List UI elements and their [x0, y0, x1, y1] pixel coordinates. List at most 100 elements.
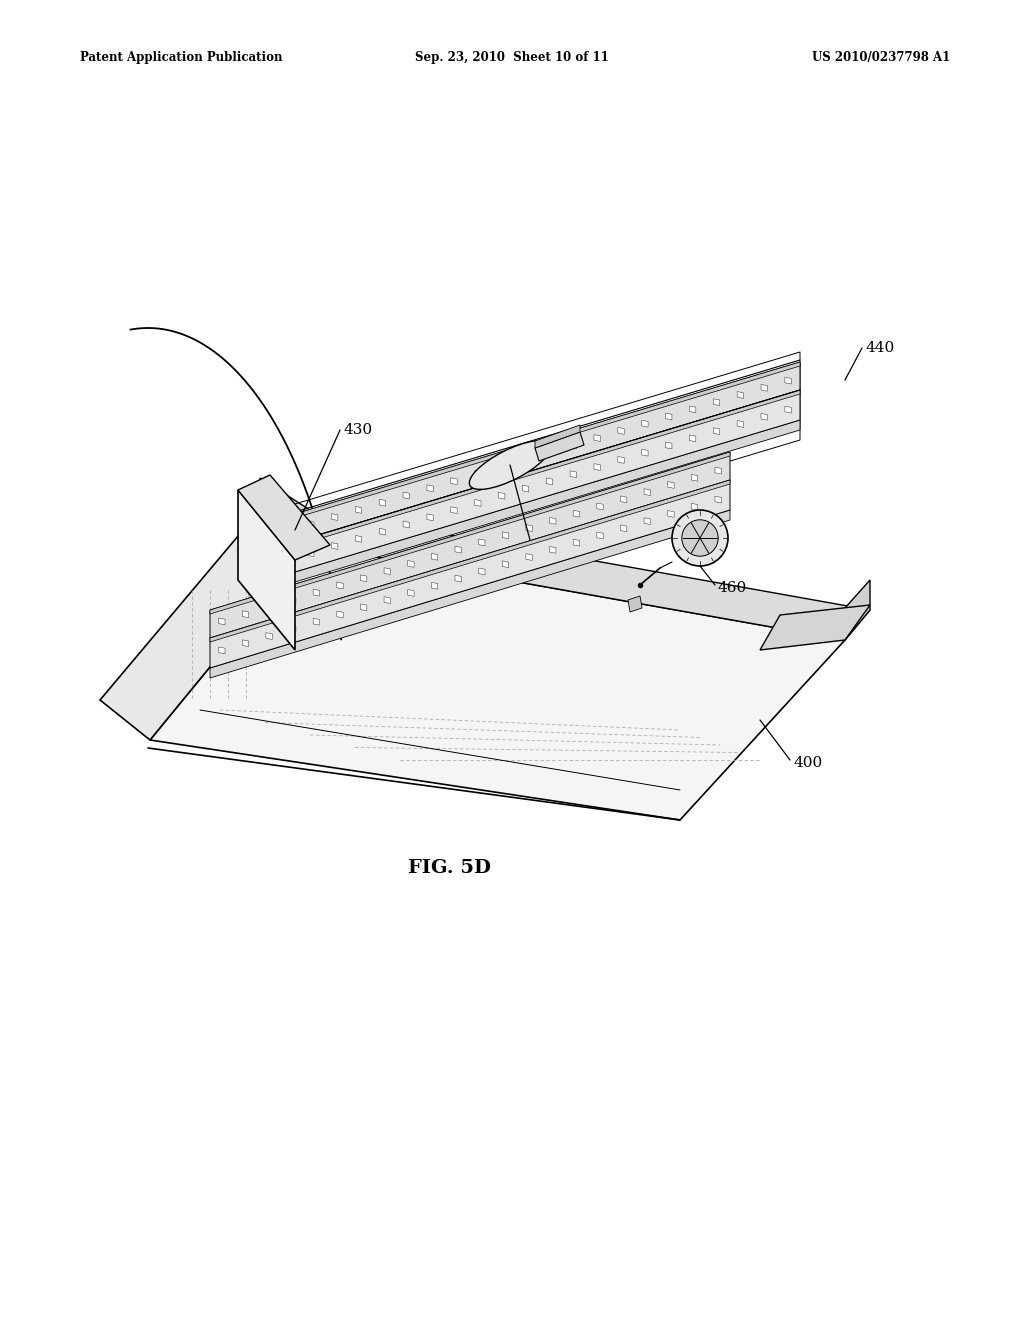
- Polygon shape: [260, 478, 870, 640]
- Polygon shape: [332, 513, 338, 520]
- Polygon shape: [284, 557, 290, 564]
- Polygon shape: [550, 546, 556, 553]
- Polygon shape: [403, 521, 410, 528]
- Polygon shape: [628, 597, 642, 612]
- Polygon shape: [594, 463, 600, 470]
- Polygon shape: [290, 597, 296, 603]
- Polygon shape: [617, 428, 625, 434]
- Text: Patent Application Publication: Patent Application Publication: [80, 51, 283, 65]
- Text: 450: 450: [534, 539, 563, 552]
- Polygon shape: [550, 517, 556, 524]
- Polygon shape: [546, 449, 553, 455]
- Polygon shape: [644, 517, 650, 524]
- Text: US 2010/0237798 A1: US 2010/0237798 A1: [812, 51, 950, 65]
- Polygon shape: [451, 478, 457, 484]
- Polygon shape: [597, 532, 603, 539]
- Polygon shape: [760, 605, 870, 649]
- Polygon shape: [691, 474, 697, 482]
- Polygon shape: [535, 432, 584, 461]
- Polygon shape: [621, 496, 627, 503]
- Polygon shape: [150, 545, 845, 820]
- Text: 440: 440: [866, 341, 895, 355]
- Polygon shape: [307, 521, 314, 528]
- Polygon shape: [218, 647, 225, 653]
- Polygon shape: [427, 513, 433, 520]
- Polygon shape: [499, 492, 505, 499]
- Polygon shape: [266, 603, 272, 610]
- Polygon shape: [689, 434, 696, 442]
- Polygon shape: [761, 384, 767, 391]
- Text: 460: 460: [718, 581, 748, 595]
- Polygon shape: [715, 496, 721, 503]
- Polygon shape: [737, 421, 743, 428]
- Polygon shape: [784, 407, 792, 413]
- Polygon shape: [526, 524, 532, 532]
- Polygon shape: [313, 589, 319, 597]
- Polygon shape: [526, 553, 532, 561]
- Polygon shape: [784, 378, 792, 384]
- Polygon shape: [546, 478, 553, 484]
- Polygon shape: [238, 475, 330, 560]
- Text: 400: 400: [793, 756, 822, 770]
- Polygon shape: [573, 511, 580, 517]
- Polygon shape: [408, 561, 414, 568]
- Polygon shape: [666, 413, 672, 420]
- Polygon shape: [715, 467, 721, 474]
- Polygon shape: [431, 553, 437, 560]
- Polygon shape: [691, 503, 697, 510]
- Polygon shape: [621, 525, 627, 532]
- Polygon shape: [455, 546, 462, 553]
- Polygon shape: [355, 536, 361, 543]
- Polygon shape: [379, 528, 386, 535]
- Polygon shape: [478, 539, 485, 545]
- Polygon shape: [355, 507, 361, 513]
- Polygon shape: [573, 540, 580, 546]
- Polygon shape: [475, 470, 481, 478]
- Polygon shape: [761, 413, 767, 420]
- Polygon shape: [360, 576, 367, 582]
- Polygon shape: [535, 425, 580, 447]
- Polygon shape: [451, 507, 457, 513]
- Polygon shape: [594, 434, 600, 441]
- Polygon shape: [384, 597, 390, 603]
- Polygon shape: [617, 457, 625, 463]
- Polygon shape: [597, 503, 603, 510]
- Polygon shape: [210, 451, 730, 638]
- Polygon shape: [522, 486, 528, 492]
- Polygon shape: [384, 568, 390, 574]
- Text: FIG. 5D: FIG. 5D: [409, 859, 492, 876]
- Polygon shape: [210, 451, 730, 614]
- Polygon shape: [275, 362, 800, 524]
- Ellipse shape: [469, 441, 551, 490]
- Polygon shape: [290, 626, 296, 632]
- Polygon shape: [218, 618, 225, 624]
- Polygon shape: [275, 389, 800, 578]
- Polygon shape: [570, 471, 577, 478]
- Polygon shape: [431, 582, 437, 589]
- Polygon shape: [845, 579, 870, 640]
- Polygon shape: [307, 550, 314, 557]
- Polygon shape: [570, 442, 577, 449]
- Polygon shape: [502, 532, 509, 539]
- Polygon shape: [337, 582, 343, 589]
- Polygon shape: [668, 511, 674, 517]
- Text: Sep. 23, 2010  Sheet 10 of 11: Sep. 23, 2010 Sheet 10 of 11: [415, 51, 609, 65]
- Polygon shape: [210, 510, 730, 678]
- Polygon shape: [475, 499, 481, 507]
- Polygon shape: [427, 484, 433, 492]
- Polygon shape: [275, 389, 800, 552]
- Polygon shape: [455, 576, 462, 582]
- Polygon shape: [668, 482, 674, 488]
- Polygon shape: [337, 611, 343, 618]
- Polygon shape: [275, 362, 800, 548]
- Polygon shape: [243, 640, 249, 647]
- Polygon shape: [403, 492, 410, 499]
- Polygon shape: [644, 488, 650, 495]
- Polygon shape: [210, 480, 730, 668]
- Polygon shape: [332, 543, 338, 549]
- Circle shape: [682, 520, 718, 556]
- Polygon shape: [478, 568, 485, 574]
- Polygon shape: [714, 428, 720, 434]
- Polygon shape: [243, 611, 249, 618]
- Polygon shape: [313, 618, 319, 626]
